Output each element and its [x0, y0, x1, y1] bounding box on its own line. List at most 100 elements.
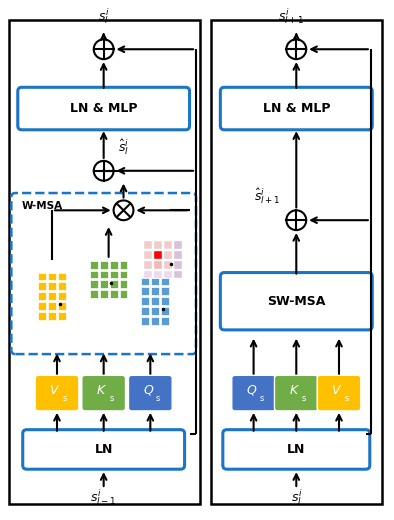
Text: $K$: $K$	[96, 384, 107, 397]
Text: LN & MLP: LN & MLP	[70, 102, 138, 115]
Text: $\hat{s}^i_l$: $\hat{s}^i_l$	[117, 137, 128, 157]
Bar	[90, 261, 98, 269]
Text: $\hat{s}^i_{l+1}$: $\hat{s}^i_{l+1}$	[254, 187, 281, 206]
Bar	[110, 270, 117, 279]
Bar	[154, 251, 162, 259]
Bar	[161, 317, 169, 325]
Bar	[90, 270, 98, 279]
Text: SW-MSA: SW-MSA	[267, 295, 325, 308]
FancyBboxPatch shape	[35, 375, 79, 411]
Bar	[144, 241, 152, 249]
Bar	[90, 290, 98, 298]
Text: s: s	[302, 394, 307, 402]
Text: W-MSA: W-MSA	[21, 201, 62, 211]
Bar	[119, 261, 128, 269]
Bar	[119, 270, 128, 279]
Bar	[144, 251, 152, 259]
FancyBboxPatch shape	[18, 87, 190, 130]
Bar	[38, 312, 46, 320]
Bar	[174, 261, 182, 269]
Bar	[119, 290, 128, 298]
Text: $s^i_{l-1}$: $s^i_{l-1}$	[91, 487, 117, 506]
Bar	[154, 241, 162, 249]
Text: LN: LN	[287, 443, 305, 456]
FancyBboxPatch shape	[11, 193, 196, 354]
Bar	[100, 261, 108, 269]
Bar	[119, 280, 128, 289]
Bar	[211, 20, 382, 504]
FancyBboxPatch shape	[220, 272, 372, 330]
Bar	[90, 280, 98, 289]
Bar	[174, 251, 182, 259]
Bar	[48, 282, 56, 290]
FancyBboxPatch shape	[23, 430, 184, 469]
Bar	[58, 282, 66, 290]
Bar	[151, 307, 159, 315]
Bar	[174, 270, 182, 279]
Bar	[38, 282, 46, 290]
Text: s: s	[156, 394, 160, 402]
Text: $V$: $V$	[331, 384, 343, 397]
Bar	[100, 280, 108, 289]
Bar	[110, 280, 117, 289]
Bar	[48, 302, 56, 310]
Bar	[141, 317, 149, 325]
Bar	[161, 278, 169, 285]
Bar	[48, 272, 56, 280]
Bar	[48, 292, 56, 300]
Bar	[151, 278, 159, 285]
FancyBboxPatch shape	[128, 375, 172, 411]
Bar	[58, 302, 66, 310]
Text: s: s	[345, 394, 349, 402]
Bar	[110, 261, 117, 269]
FancyBboxPatch shape	[82, 375, 126, 411]
FancyBboxPatch shape	[232, 375, 275, 411]
Bar	[48, 312, 56, 320]
FancyBboxPatch shape	[275, 375, 318, 411]
Bar	[164, 251, 172, 259]
Text: $Q$: $Q$	[246, 383, 257, 397]
Bar	[151, 288, 159, 295]
Bar	[174, 241, 182, 249]
Bar	[161, 297, 169, 305]
Bar	[58, 312, 66, 320]
Bar	[58, 292, 66, 300]
Bar	[9, 20, 200, 504]
Bar	[151, 297, 159, 305]
Bar	[100, 270, 108, 279]
Bar	[161, 307, 169, 315]
Bar	[151, 317, 159, 325]
Bar	[38, 272, 46, 280]
FancyBboxPatch shape	[220, 87, 372, 130]
Bar	[141, 288, 149, 295]
Bar	[141, 297, 149, 305]
Text: s: s	[259, 394, 264, 402]
Bar	[38, 302, 46, 310]
Bar	[141, 278, 149, 285]
Bar	[161, 288, 169, 295]
Bar	[100, 290, 108, 298]
Text: $s^i_{l+1}$: $s^i_{l+1}$	[278, 6, 305, 25]
Bar	[144, 261, 152, 269]
Bar	[154, 261, 162, 269]
Bar	[141, 307, 149, 315]
Text: s: s	[63, 394, 67, 402]
Text: s: s	[110, 394, 114, 402]
Bar	[164, 241, 172, 249]
Text: $s^i_l$: $s^i_l$	[98, 6, 110, 25]
Bar	[110, 290, 117, 298]
Bar	[164, 270, 172, 279]
Text: $K$: $K$	[289, 384, 300, 397]
FancyBboxPatch shape	[223, 430, 370, 469]
Bar	[164, 261, 172, 269]
Text: $V$: $V$	[49, 384, 61, 397]
Text: $Q$: $Q$	[143, 383, 154, 397]
Bar	[154, 270, 162, 279]
Text: LN & MLP: LN & MLP	[262, 102, 330, 115]
Bar	[58, 272, 66, 280]
Bar	[144, 270, 152, 279]
Text: $s^i_l$: $s^i_l$	[290, 487, 302, 506]
Text: LN: LN	[95, 443, 113, 456]
FancyBboxPatch shape	[317, 375, 361, 411]
Bar	[38, 292, 46, 300]
